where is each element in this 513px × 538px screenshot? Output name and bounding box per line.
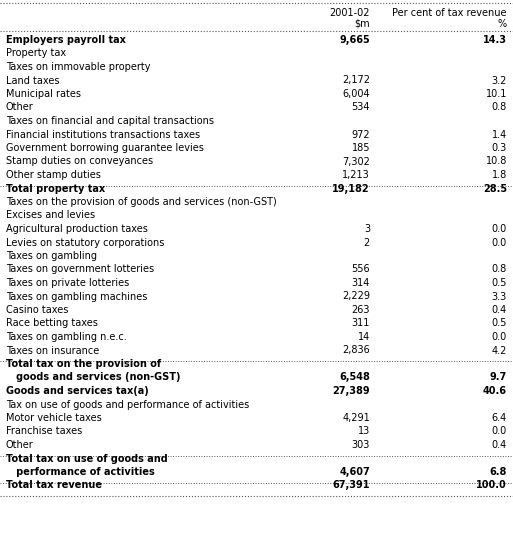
Text: 0.4: 0.4 — [492, 305, 507, 315]
Text: performance of activities: performance of activities — [6, 467, 155, 477]
Text: Levies on statutory corporations: Levies on statutory corporations — [6, 237, 164, 247]
Text: 27,389: 27,389 — [332, 386, 370, 396]
Text: 100.0: 100.0 — [476, 480, 507, 491]
Text: Per cent of tax revenue: Per cent of tax revenue — [392, 8, 507, 18]
Text: 28.5: 28.5 — [483, 183, 507, 194]
Text: Total tax on use of goods and: Total tax on use of goods and — [6, 454, 168, 464]
Text: Taxes on immovable property: Taxes on immovable property — [6, 62, 150, 72]
Text: Financial institutions transactions taxes: Financial institutions transactions taxe… — [6, 130, 200, 139]
Text: 4,607: 4,607 — [339, 467, 370, 477]
Text: 0.0: 0.0 — [492, 224, 507, 234]
Text: Land taxes: Land taxes — [6, 75, 60, 86]
Text: goods and services (non-GST): goods and services (non-GST) — [6, 372, 181, 383]
Text: Other: Other — [6, 440, 34, 450]
Text: Taxes on gambling machines: Taxes on gambling machines — [6, 292, 147, 301]
Text: Motor vehicle taxes: Motor vehicle taxes — [6, 413, 102, 423]
Text: 6.8: 6.8 — [489, 467, 507, 477]
Text: 6,004: 6,004 — [342, 89, 370, 99]
Text: 4,291: 4,291 — [342, 413, 370, 423]
Text: 0.0: 0.0 — [492, 427, 507, 436]
Text: Casino taxes: Casino taxes — [6, 305, 68, 315]
Text: 2: 2 — [364, 237, 370, 247]
Text: 4.2: 4.2 — [491, 345, 507, 356]
Text: Municipal rates: Municipal rates — [6, 89, 81, 99]
Text: 556: 556 — [351, 265, 370, 274]
Text: 2,172: 2,172 — [342, 75, 370, 86]
Text: 1.4: 1.4 — [492, 130, 507, 139]
Text: 13: 13 — [358, 427, 370, 436]
Text: 263: 263 — [351, 305, 370, 315]
Text: 10.8: 10.8 — [486, 157, 507, 166]
Text: 14.3: 14.3 — [483, 35, 507, 45]
Text: 303: 303 — [351, 440, 370, 450]
Text: 0.3: 0.3 — [492, 143, 507, 153]
Text: Taxes on gambling n.e.c.: Taxes on gambling n.e.c. — [6, 332, 127, 342]
Text: 6,548: 6,548 — [339, 372, 370, 383]
Text: Agricultural production taxes: Agricultural production taxes — [6, 224, 148, 234]
Text: 972: 972 — [351, 130, 370, 139]
Text: Excises and levies: Excises and levies — [6, 210, 95, 221]
Text: Taxes on the provision of goods and services (non-GST): Taxes on the provision of goods and serv… — [6, 197, 277, 207]
Text: 314: 314 — [351, 278, 370, 288]
Text: Government borrowing guarantee levies: Government borrowing guarantee levies — [6, 143, 204, 153]
Text: Taxes on gambling: Taxes on gambling — [6, 251, 97, 261]
Text: 0.4: 0.4 — [492, 440, 507, 450]
Text: Franchise taxes: Franchise taxes — [6, 427, 82, 436]
Text: 0.0: 0.0 — [492, 332, 507, 342]
Text: 7,302: 7,302 — [342, 157, 370, 166]
Text: Taxes on private lotteries: Taxes on private lotteries — [6, 278, 129, 288]
Text: 185: 185 — [351, 143, 370, 153]
Text: 0.8: 0.8 — [492, 103, 507, 112]
Text: Other: Other — [6, 103, 34, 112]
Text: 67,391: 67,391 — [332, 480, 370, 491]
Text: 3: 3 — [364, 224, 370, 234]
Text: 0.5: 0.5 — [491, 278, 507, 288]
Text: 534: 534 — [351, 103, 370, 112]
Text: 3.2: 3.2 — [491, 75, 507, 86]
Text: 10.1: 10.1 — [486, 89, 507, 99]
Text: %: % — [498, 19, 507, 29]
Text: Total tax revenue: Total tax revenue — [6, 480, 102, 491]
Text: Tax on use of goods and performance of activities: Tax on use of goods and performance of a… — [6, 400, 249, 409]
Text: Total tax on the provision of: Total tax on the provision of — [6, 359, 161, 369]
Text: $m: $m — [354, 19, 370, 29]
Text: Total property tax: Total property tax — [6, 183, 105, 194]
Text: 2,229: 2,229 — [342, 292, 370, 301]
Text: 1.8: 1.8 — [492, 170, 507, 180]
Text: Taxes on insurance: Taxes on insurance — [6, 345, 99, 356]
Text: Stamp duties on conveyances: Stamp duties on conveyances — [6, 157, 153, 166]
Text: 3.3: 3.3 — [492, 292, 507, 301]
Text: Race betting taxes: Race betting taxes — [6, 318, 98, 329]
Text: Employers payroll tax: Employers payroll tax — [6, 35, 126, 45]
Text: 19,182: 19,182 — [332, 183, 370, 194]
Text: Goods and services tax(a): Goods and services tax(a) — [6, 386, 149, 396]
Text: Taxes on government lotteries: Taxes on government lotteries — [6, 265, 154, 274]
Text: 14: 14 — [358, 332, 370, 342]
Text: 0.8: 0.8 — [492, 265, 507, 274]
Text: 0.0: 0.0 — [492, 237, 507, 247]
Text: 2001-02: 2001-02 — [329, 8, 370, 18]
Text: 9,665: 9,665 — [339, 35, 370, 45]
Text: 2,836: 2,836 — [342, 345, 370, 356]
Text: Other stamp duties: Other stamp duties — [6, 170, 101, 180]
Text: 1,213: 1,213 — [342, 170, 370, 180]
Text: 9.7: 9.7 — [490, 372, 507, 383]
Text: Taxes on financial and capital transactions: Taxes on financial and capital transacti… — [6, 116, 214, 126]
Text: 6.4: 6.4 — [492, 413, 507, 423]
Text: 311: 311 — [351, 318, 370, 329]
Text: Property tax: Property tax — [6, 48, 66, 59]
Text: 40.6: 40.6 — [483, 386, 507, 396]
Text: 0.5: 0.5 — [491, 318, 507, 329]
